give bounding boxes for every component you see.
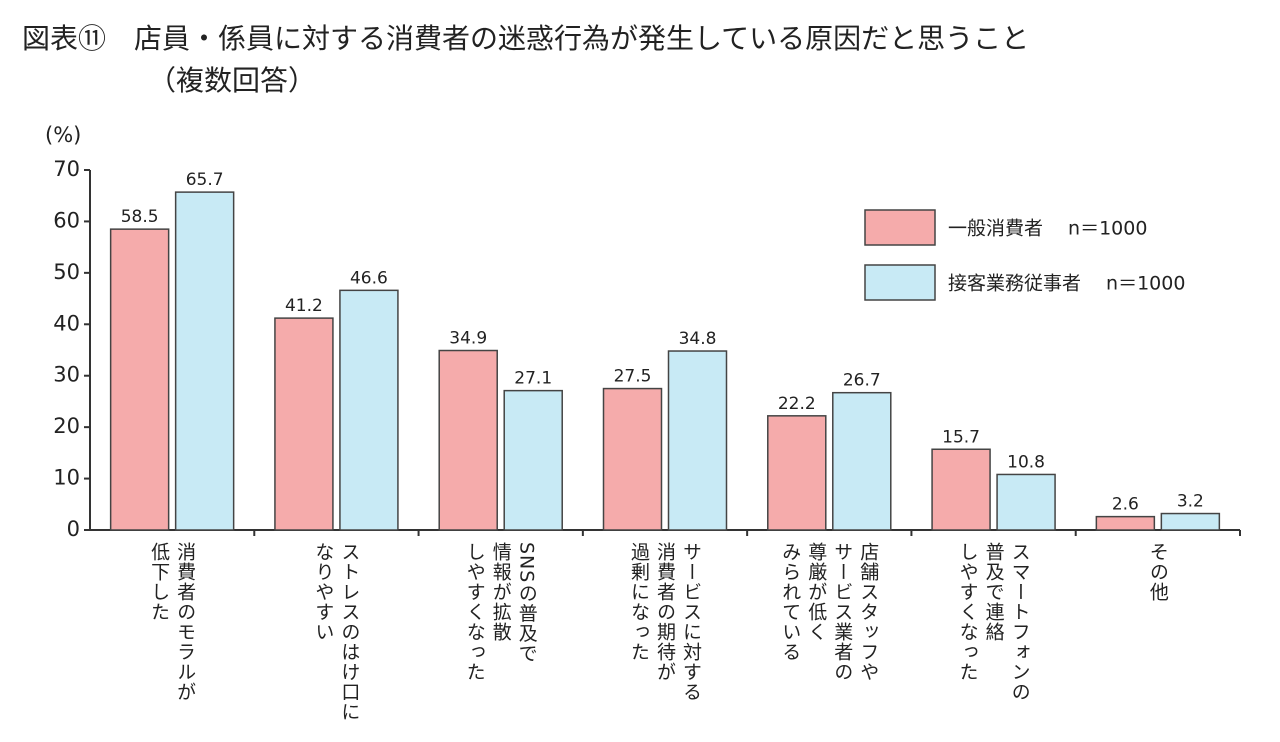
- value-label: 46.6: [350, 268, 388, 288]
- value-label: 15.7: [942, 427, 980, 447]
- value-label: 26.7: [843, 371, 881, 391]
- y-tick-label: 60: [53, 208, 80, 232]
- legend-label: 一般消費者 n＝1000: [948, 218, 1147, 240]
- bar: [109, 228, 170, 531]
- y-tick-label: 10: [53, 466, 80, 490]
- legend-swatch: [864, 209, 936, 246]
- bar: [996, 473, 1056, 531]
- y-axis-label: (%): [45, 123, 81, 147]
- value-label: 10.8: [1007, 452, 1045, 472]
- value-label: 41.2: [285, 296, 323, 316]
- bar: [503, 389, 563, 531]
- value-label: 27.5: [614, 367, 652, 387]
- value-label: 27.1: [514, 369, 552, 389]
- value-label: 34.9: [449, 329, 487, 349]
- bar: [667, 350, 728, 531]
- bar: [832, 391, 892, 531]
- value-label: 34.8: [679, 329, 717, 349]
- bar: [174, 191, 235, 531]
- legend-swatch: [864, 264, 936, 301]
- x-tick-label: サービスに対する 消費者の期待が 過剰になった: [628, 542, 702, 702]
- y-tick-label: 70: [53, 157, 80, 181]
- legend-label: 接客業務従事者 n＝1000: [948, 273, 1185, 295]
- value-label: 22.2: [778, 394, 816, 414]
- chart-title: 図表⑪ 店員・係員に対する消費者の迷惑行為が発生している原因だと思うこと: [22, 22, 1029, 55]
- bar: [931, 448, 991, 531]
- bar: [602, 387, 663, 531]
- bar: [767, 415, 827, 531]
- chart-subtitle: （複数回答）: [148, 64, 316, 97]
- value-label: 2.6: [1112, 495, 1139, 515]
- y-tick-label: 40: [53, 311, 80, 335]
- y-tick-label: 0: [67, 517, 80, 541]
- y-tick-label: 50: [53, 260, 80, 284]
- bar: [438, 349, 498, 531]
- x-tick-label: スマートフォンの 普及で連絡 しやすくなった: [956, 542, 1031, 702]
- bar: [1095, 515, 1156, 531]
- x-tick-label: 消費者のモラルが 低下した: [148, 542, 197, 702]
- x-tick-label: ストレスのはけ口に なりやすい: [312, 542, 361, 722]
- y-tick-label: 20: [53, 414, 80, 438]
- x-tick-label: その他: [1146, 542, 1169, 602]
- bar: [1160, 512, 1221, 531]
- value-label: 3.2: [1177, 492, 1204, 512]
- value-label: 65.7: [186, 170, 224, 190]
- x-tick-label: 店舗スタッフや サービス業者の 尊厳が低く みられている: [779, 542, 880, 682]
- x-tick-label: SNSの普及で 情報が拡散 しやすくなった: [463, 542, 538, 682]
- value-label: 58.5: [121, 207, 159, 227]
- bar: [274, 317, 334, 531]
- bar: [339, 289, 399, 531]
- y-tick-label: 30: [53, 363, 80, 387]
